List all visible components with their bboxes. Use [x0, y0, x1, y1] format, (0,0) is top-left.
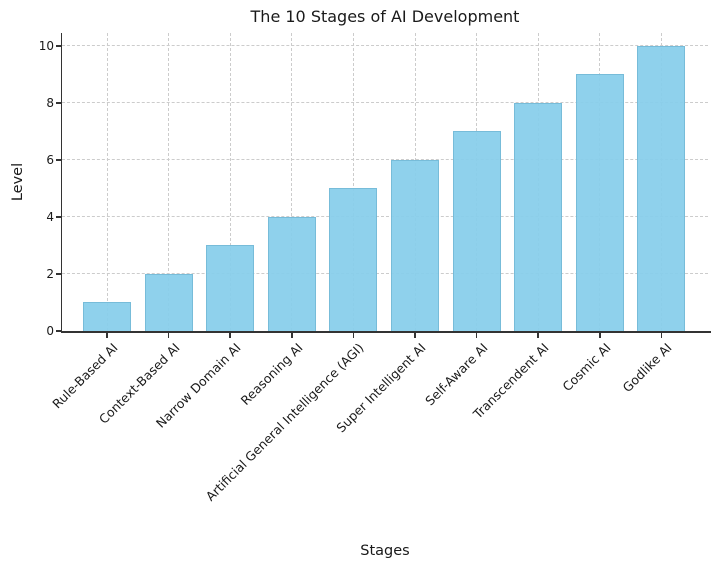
y-tick-mark	[56, 159, 61, 161]
y-tick-mark	[56, 330, 61, 332]
x-tick-mark	[291, 333, 293, 338]
y-tick-mark	[56, 273, 61, 275]
bar	[514, 102, 563, 331]
x-tick-label: Self-Aware AI	[421, 340, 491, 409]
x-axis-title: Stages	[360, 543, 410, 559]
v-gridline	[229, 33, 231, 331]
y-tick-label: 10	[38, 38, 54, 53]
y-tick-label: 0	[46, 324, 54, 338]
x-tick-label: Transcendent AI	[470, 340, 552, 422]
y-tick-mark	[56, 45, 61, 47]
x-tick-mark	[599, 333, 601, 338]
bar	[267, 216, 316, 331]
chart-title: The 10 Stages of AI Development	[250, 7, 520, 26]
bar	[391, 159, 439, 331]
x-tick-mark	[352, 333, 355, 338]
h-gridline	[62, 159, 708, 161]
v-gridline	[352, 33, 354, 331]
v-gridline	[106, 33, 108, 331]
h-gridline	[62, 102, 708, 104]
h-gridline	[62, 273, 708, 275]
x-tick-mark	[475, 333, 478, 338]
y-tick-mark	[56, 102, 61, 104]
y-tick-label: 6	[46, 152, 54, 167]
bar	[637, 45, 686, 331]
y-axis-title: Level	[10, 162, 26, 202]
x-tick-label: Narrow Domain AI	[153, 340, 244, 431]
x-tick-mark	[106, 333, 108, 338]
x-tick-label: Cosmic AI	[559, 340, 614, 395]
bar	[206, 245, 255, 331]
x-tick-mark	[660, 333, 663, 338]
h-gridline	[62, 45, 708, 47]
bar	[452, 131, 501, 331]
plot-area	[62, 33, 708, 331]
bar	[83, 302, 131, 331]
x-tick-mark	[229, 333, 231, 338]
x-tick-mark	[167, 333, 170, 338]
y-tick-label: 2	[46, 266, 54, 281]
v-gridline	[291, 33, 293, 331]
x-tick-label: Super Intelligent AI	[333, 340, 429, 436]
x-tick-mark	[537, 333, 539, 338]
bar	[575, 74, 624, 331]
x-tick-label: Godlike AI	[619, 340, 675, 396]
y-axis-line	[60, 33, 63, 333]
y-tick-label: 4	[46, 209, 54, 224]
x-tick-label: Reasoning AI	[237, 340, 306, 408]
x-tick-mark	[414, 333, 416, 338]
x-tick-label: Artificial General Intelligence (AGI)	[203, 340, 367, 504]
v-gridline	[168, 33, 170, 331]
x-axis-line	[60, 331, 711, 333]
y-tick-mark	[56, 216, 61, 218]
y-tick-label: 8	[46, 95, 54, 110]
bar	[329, 188, 378, 331]
h-gridline	[62, 216, 708, 218]
bar	[144, 273, 193, 331]
